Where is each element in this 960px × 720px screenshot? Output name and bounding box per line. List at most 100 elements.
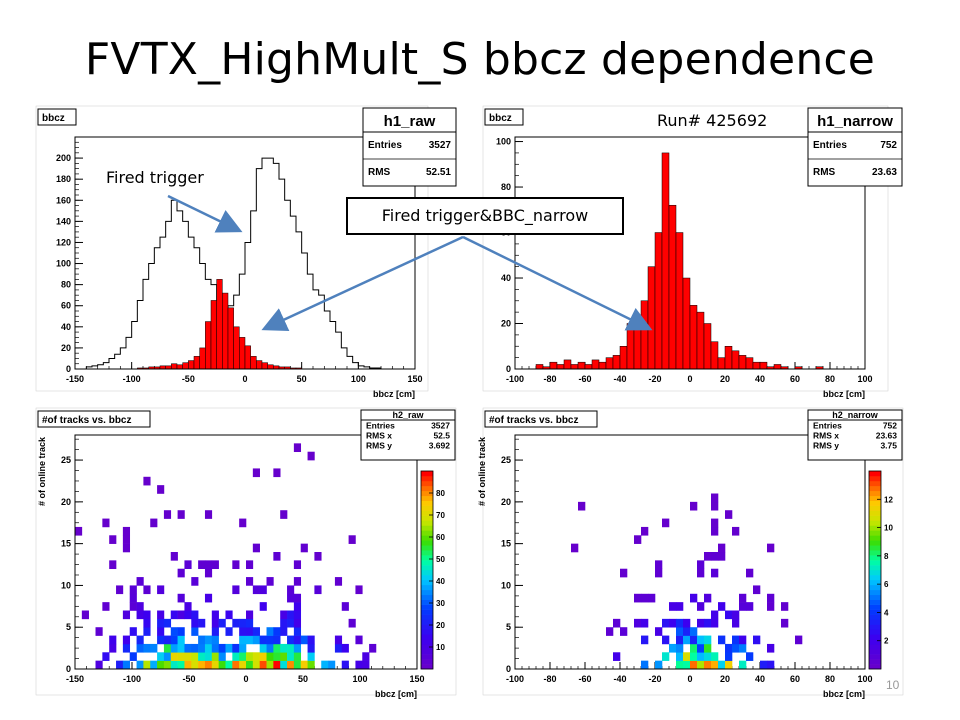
z-tick-label: 80 [436, 489, 445, 498]
heatmap-cell [218, 660, 226, 670]
heatmap-cell [246, 652, 254, 661]
z-tick-label: 2 [884, 637, 889, 646]
heatmap-cell [191, 577, 199, 586]
stats-key: RMS y [366, 441, 392, 451]
stats-key: RMS x [813, 431, 839, 441]
heatmap-cell [143, 643, 151, 653]
color-bar-frame [868, 470, 882, 670]
heatmap-cell [157, 627, 165, 636]
color-bar-segment [869, 490, 881, 497]
y-tick-label: 0 [66, 664, 71, 674]
color-bar-segment [421, 594, 433, 600]
heatmap-cell [177, 568, 185, 578]
heatmap-cell [739, 593, 747, 603]
heatmap-cell [211, 635, 219, 645]
heatmap-cell [648, 593, 656, 603]
heatmap-cell [746, 568, 754, 578]
stats-name: h2_narrow [832, 410, 879, 420]
heatmap-cell [300, 635, 308, 645]
y-tick-label: 180 [56, 174, 71, 184]
heatmap-cell [157, 485, 165, 494]
heatmap-cell [177, 510, 185, 519]
heatmap-cell [259, 652, 267, 661]
heatmap-cell [211, 560, 219, 570]
color-bar-segment [421, 629, 433, 635]
heatmap-cell [246, 577, 254, 586]
heatmap-cell [293, 610, 302, 620]
heatmap-cell [334, 577, 343, 586]
heatmap-cell [683, 635, 691, 645]
heatmap-cell [204, 560, 213, 570]
y-tick-label: 15 [61, 539, 71, 549]
heatmap-cell [122, 543, 131, 553]
color-bar-segment [869, 599, 881, 605]
heatmap-cell [718, 602, 726, 611]
title-box [37, 410, 151, 428]
heatmap-cell [150, 518, 158, 528]
title-box [484, 410, 598, 428]
color-bar-segment [421, 565, 433, 571]
heatmap-cell [266, 627, 274, 636]
heatmap-cell [725, 610, 733, 620]
color-bar-segment [869, 485, 881, 492]
chart-title: #of tracks vs. bbcz [42, 415, 131, 426]
heatmap-cell [211, 643, 219, 653]
x-tick-label: 100 [857, 374, 872, 384]
heatmap-cell [355, 635, 363, 645]
heatmap-cell [725, 510, 733, 519]
heatmap-cell [767, 660, 775, 670]
heatmap-cell [177, 627, 185, 636]
heatmap-cell [711, 552, 719, 561]
heatmap-cell [204, 652, 213, 661]
heatmap-cell [102, 518, 110, 528]
heatmap-cell [191, 643, 199, 653]
heatmap-cell [293, 443, 302, 453]
heatmap-cell [252, 652, 260, 661]
heatmap-cell [177, 610, 185, 620]
y-tick-label: 20 [501, 497, 511, 507]
color-bar-segment [869, 664, 881, 670]
color-bar-segment [869, 560, 881, 566]
heatmap-cell [711, 568, 719, 578]
plot-border [514, 434, 866, 670]
heatmap-cell [191, 627, 199, 636]
heatmap-cell [136, 602, 144, 611]
heatmap-cell [690, 635, 698, 645]
heatmap-cell [293, 577, 302, 586]
heatmap-cell [109, 535, 117, 544]
heatmap-cell [355, 585, 363, 595]
heatmap-cell [690, 593, 698, 603]
heatmap-cell [191, 618, 199, 628]
heatmap-cell [204, 660, 213, 670]
heatmap-cell [767, 643, 775, 653]
heatmap-cell [280, 643, 288, 653]
heatmap-cell [334, 643, 343, 653]
heatmap-cell [662, 618, 670, 628]
heatmap-cell [704, 618, 712, 628]
color-bar-segment [421, 624, 433, 630]
color-bar-segment [421, 485, 433, 492]
heatmap-cell [683, 618, 691, 628]
heatmap-cell [198, 652, 206, 661]
heatmap-cell [711, 618, 719, 628]
color-bar-segment [421, 649, 433, 655]
stats-value: 23.63 [872, 167, 897, 178]
x-tick-label: -100 [506, 374, 524, 384]
y-tick-label: 40 [61, 322, 71, 332]
heatmap-cell [129, 593, 137, 603]
color-bar-segment [869, 505, 881, 511]
stats-frame [362, 107, 457, 187]
heatmap-cell [239, 652, 247, 661]
heatmap-cell [143, 660, 151, 670]
color-bar-segment [869, 614, 881, 620]
heatmap-cell [266, 643, 274, 653]
heatmap-cell [725, 643, 733, 653]
heatmap-cell [129, 602, 137, 611]
heatmap-cell [232, 618, 240, 628]
heatmap-cell [184, 602, 192, 611]
color-bar-segment [421, 584, 433, 591]
heatmap-cell [634, 535, 642, 544]
title-box [37, 108, 77, 126]
heatmap-cell [122, 535, 131, 544]
